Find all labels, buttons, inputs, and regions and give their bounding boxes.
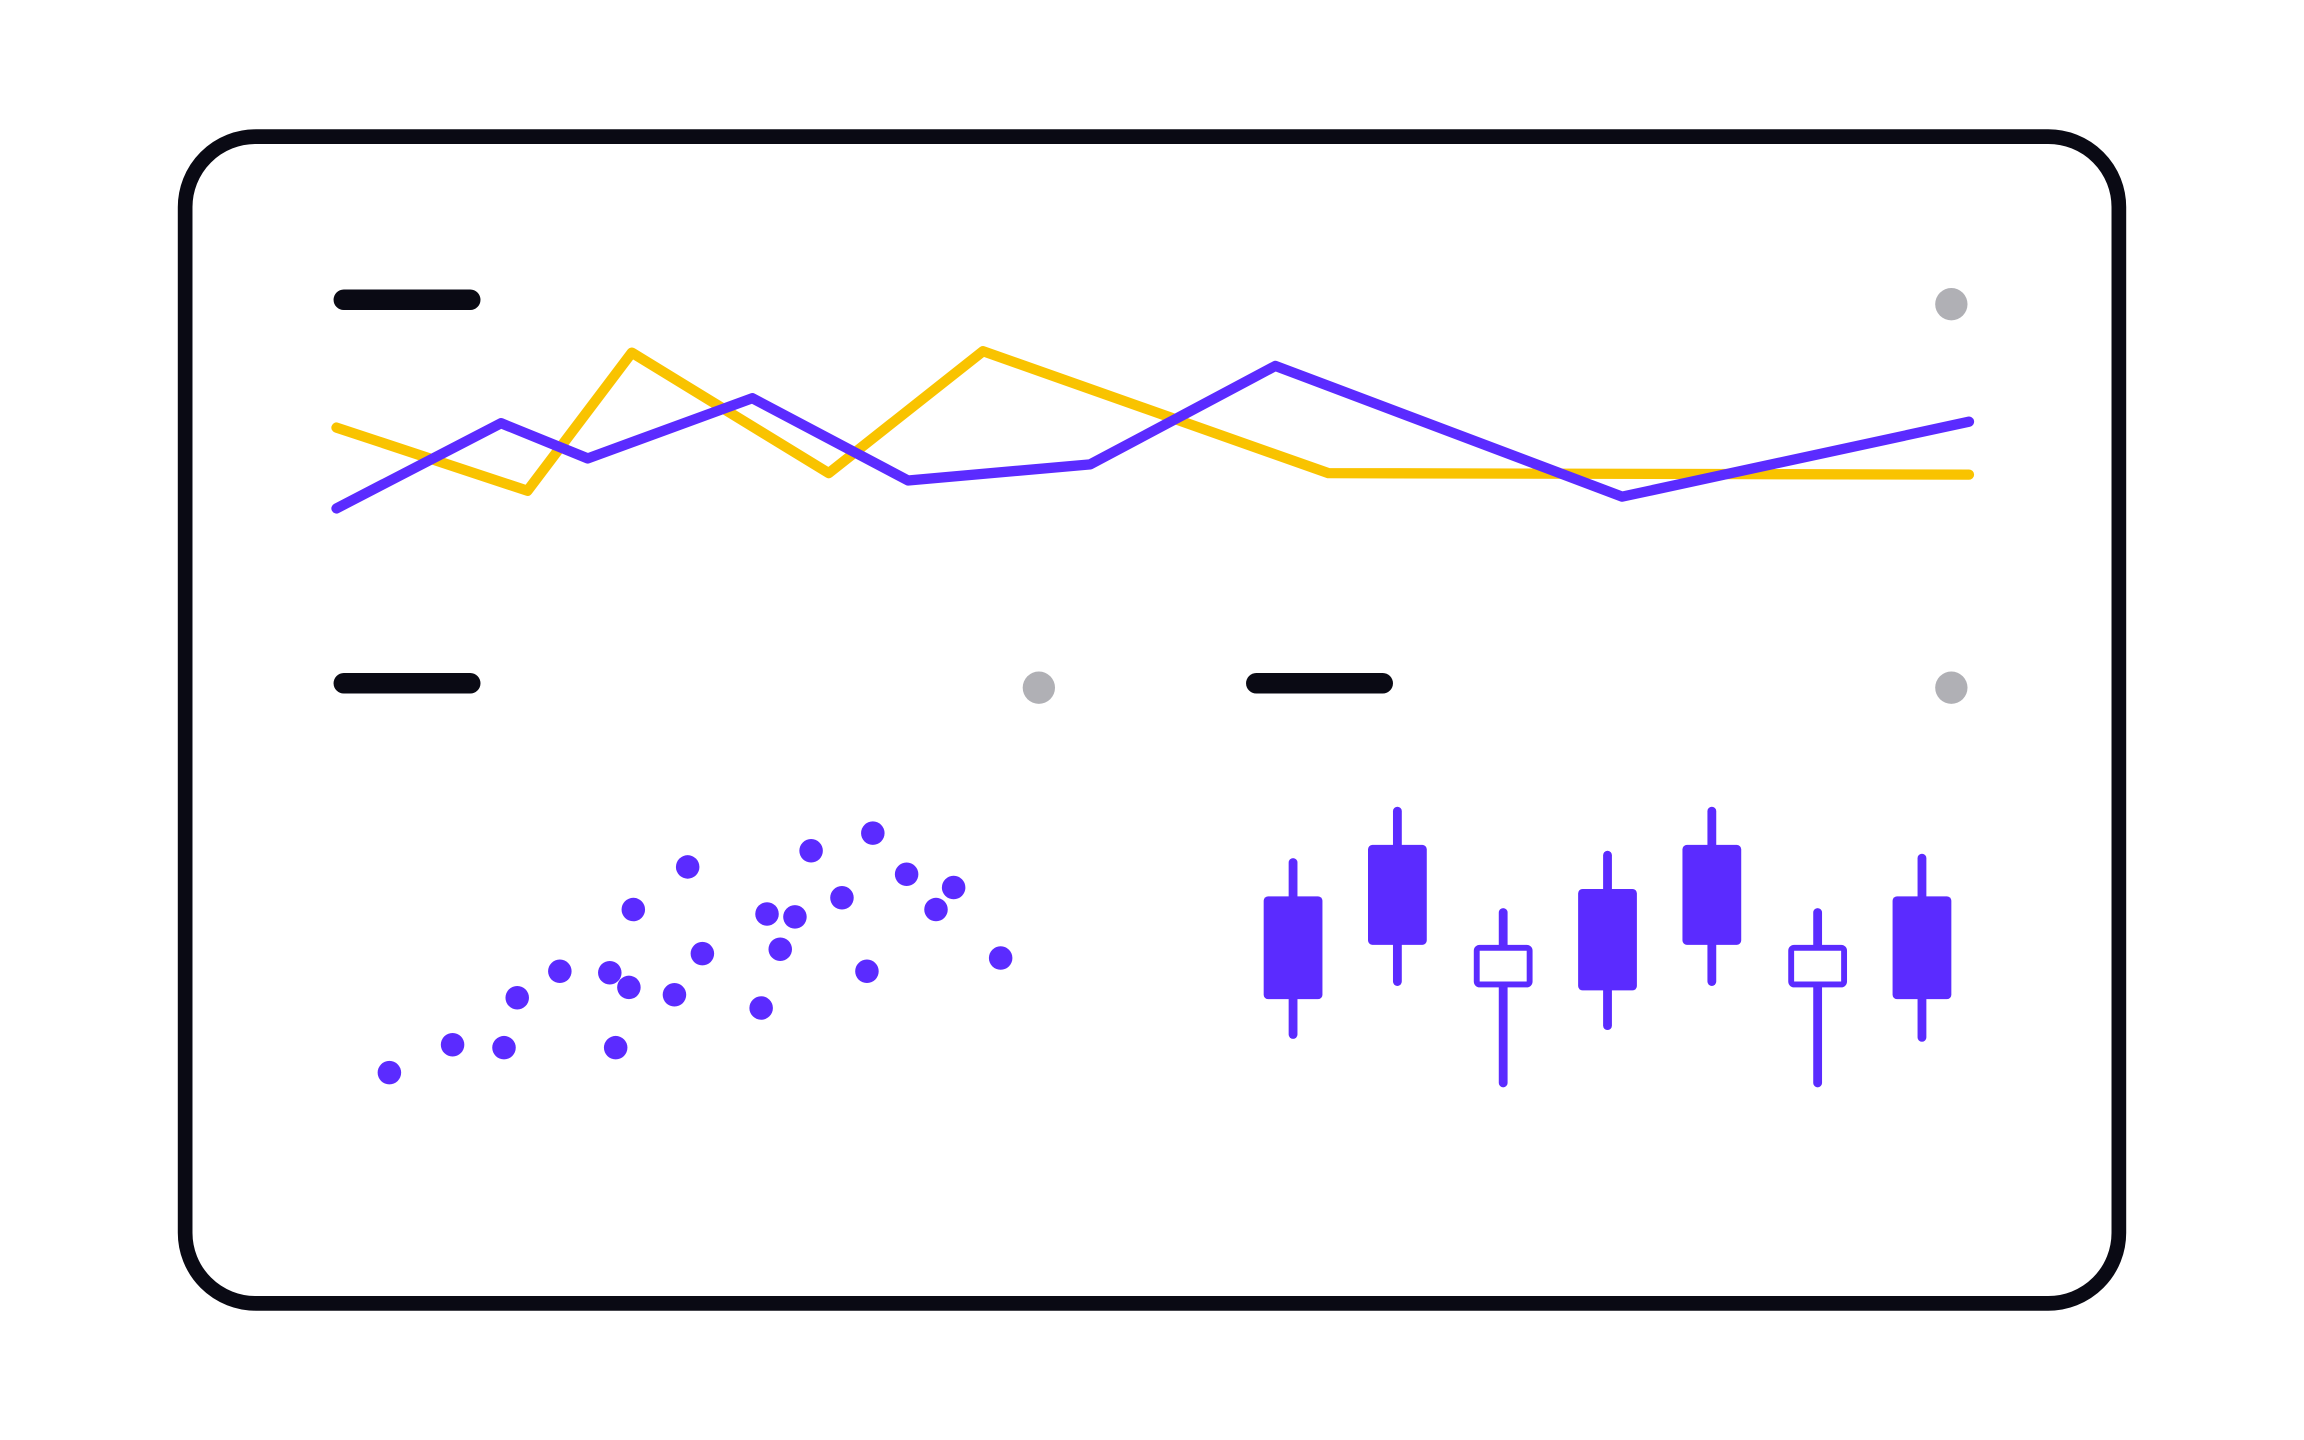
- scatter-dot: [861, 821, 885, 845]
- scatter-dot: [768, 937, 792, 961]
- scatter-dot: [783, 905, 807, 929]
- candle-body: [1578, 888, 1637, 991]
- candle-body: [1788, 944, 1848, 988]
- line-purple: [331, 360, 1975, 514]
- scatter-dot: [675, 855, 700, 879]
- scatter-dot: [617, 975, 641, 1000]
- scatter-dot: [924, 897, 948, 922]
- scatter-dot: [690, 941, 715, 966]
- scatter-dot: [799, 839, 823, 863]
- scatter-dot: [749, 996, 773, 1020]
- scatter-dot: [662, 983, 687, 1007]
- candle-body: [1892, 896, 1952, 1000]
- candle-body: [1263, 896, 1323, 1000]
- line-yellow: [331, 346, 1975, 496]
- scatter-dot: [603, 1035, 628, 1060]
- candle-body: [1473, 944, 1533, 988]
- candle-body: [1682, 844, 1742, 945]
- menu-dot: [1935, 288, 1968, 321]
- scatter-dot: [598, 960, 622, 985]
- scatter-dot: [830, 886, 854, 910]
- scatter-dot: [505, 985, 529, 1010]
- scatter-dot: [894, 862, 919, 887]
- menu-dot: [1022, 671, 1056, 704]
- scatter-dot: [377, 1060, 402, 1085]
- scatter-dot: [548, 959, 572, 984]
- scatter-dot: [855, 959, 879, 984]
- scatter-dot: [621, 897, 646, 922]
- scatter-dot: [941, 875, 966, 900]
- candle-body: [1368, 844, 1427, 945]
- scatter-dot: [492, 1035, 516, 1060]
- scatter-dot: [755, 902, 779, 926]
- window-frame: [177, 129, 2127, 1311]
- scatter-dot: [440, 1032, 465, 1057]
- scatter-dot: [988, 946, 1013, 970]
- menu-dot: [1935, 671, 1968, 704]
